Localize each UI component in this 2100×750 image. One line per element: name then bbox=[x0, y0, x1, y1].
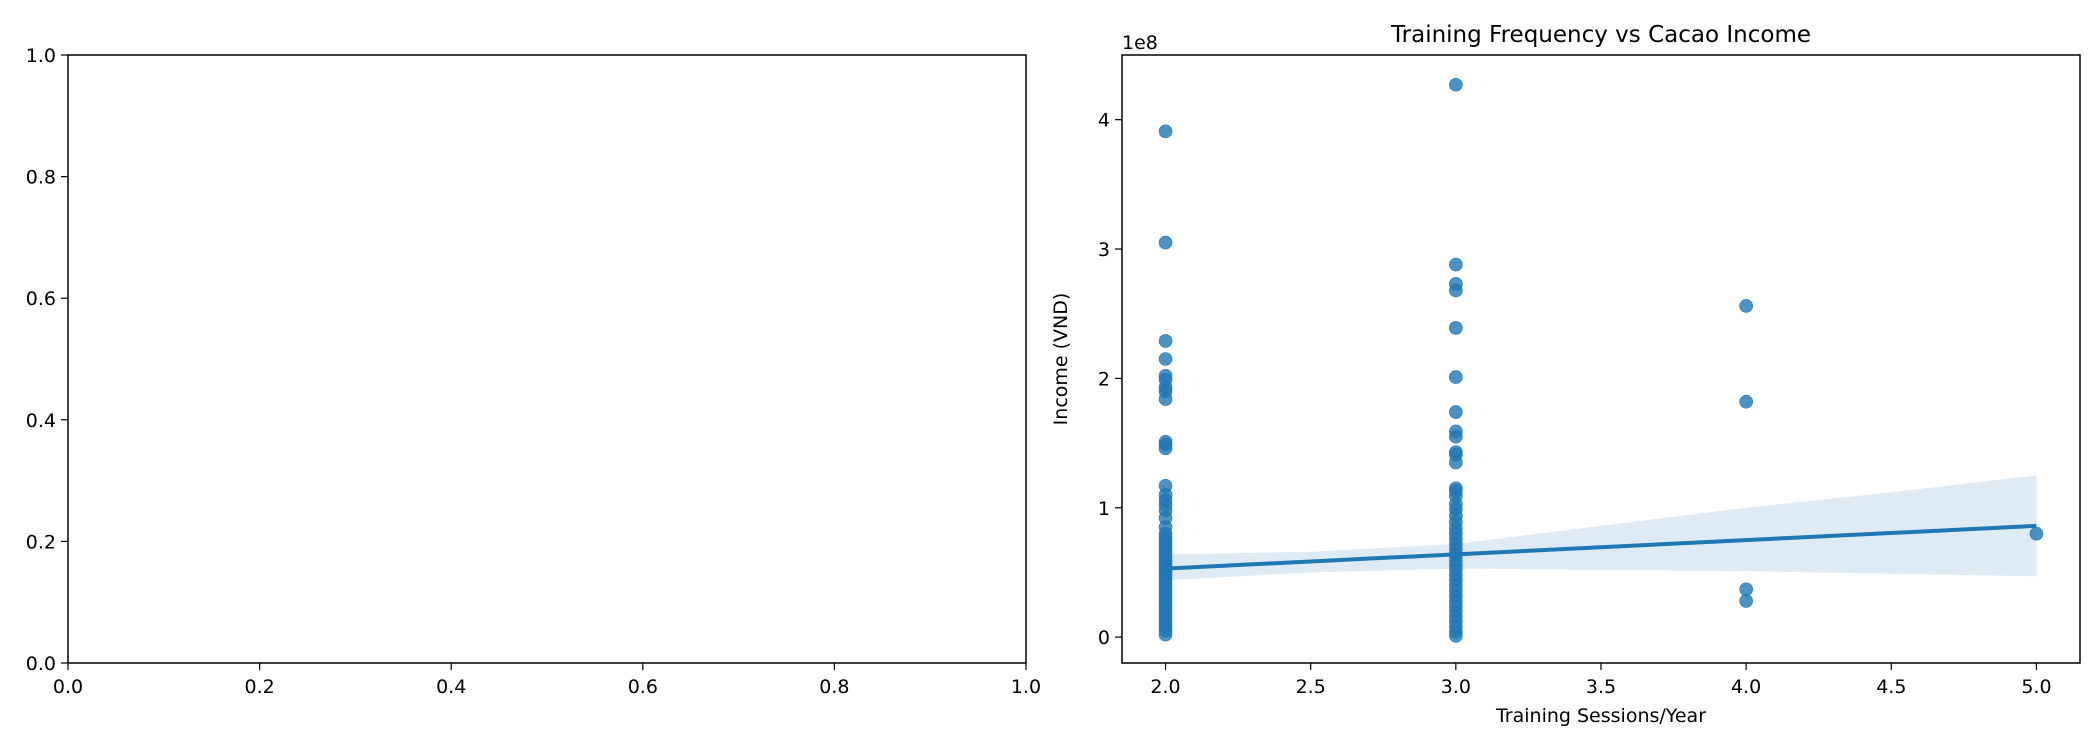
left-axes-x-tick-label: 0.4 bbox=[436, 676, 466, 698]
right-axes-frame bbox=[1121, 54, 2081, 664]
left-axes-ticks: 0.0 0.2 0.4 0.6 0.8 1.0 0.0 0.2 0.4 0.6 0.8 1.0 bbox=[26, 45, 1041, 698]
scatter-point bbox=[1158, 352, 1173, 366]
scatter-point bbox=[1739, 594, 1753, 608]
left-axes-y-tick-label: 0.6 bbox=[26, 288, 56, 310]
y-offset-label: 1e8 bbox=[1122, 32, 1158, 54]
regression-ci-band bbox=[1165, 475, 2037, 581]
scatter-point bbox=[1449, 370, 1463, 384]
right-axes-x-tick-label: 3.0 bbox=[1441, 676, 1471, 698]
scatter-point bbox=[1449, 455, 1463, 470]
left-axes-y-tick-label: 1.0 bbox=[26, 45, 56, 67]
right-axes-y-tick-label: 0 bbox=[1098, 627, 1110, 649]
scatter-point bbox=[1449, 257, 1463, 272]
right-axes-x-tick-label: 5.0 bbox=[2021, 676, 2051, 698]
left-axes-y-tick-label: 0.2 bbox=[26, 531, 56, 553]
scatter-point bbox=[1449, 321, 1463, 335]
right-axes-y-tick-label: 1 bbox=[1098, 498, 1110, 520]
scatter-point bbox=[1158, 235, 1173, 250]
left-axes-frame bbox=[67, 54, 1027, 664]
scatter-point bbox=[1449, 405, 1463, 419]
right-axes-x-tick-label: 2.0 bbox=[1150, 676, 1180, 698]
scatter-point bbox=[1158, 124, 1173, 139]
scatter-point bbox=[1449, 77, 1463, 92]
scatter-point bbox=[2029, 526, 2044, 541]
scatter-point bbox=[1158, 392, 1173, 406]
right-axes-y-tick-label: 4 bbox=[1098, 110, 1110, 132]
regression-line-segment bbox=[1165, 523, 2037, 571]
right-axes-ticks: 2.0 2.5 3.0 3.5 4.0 4.5 5.0 0 1 2 3 4 bbox=[1098, 110, 2052, 698]
right-axes-y-tick-label: 2 bbox=[1098, 368, 1110, 390]
scatter-point bbox=[1449, 283, 1463, 298]
left-axes-x-tick-label: 0.0 bbox=[53, 676, 83, 698]
scatter-point bbox=[1449, 429, 1463, 444]
chart-title: Training Frequency vs Cacao Income bbox=[1390, 22, 1811, 48]
scatter-point bbox=[1739, 299, 1753, 313]
scatter-point bbox=[1158, 334, 1173, 348]
regression-line bbox=[1165, 523, 2037, 571]
scatter-point bbox=[1158, 441, 1173, 456]
left-axes-x-tick-label: 0.6 bbox=[628, 676, 658, 698]
right-axes-x-tick-label: 4.5 bbox=[1876, 676, 1906, 698]
right-axes: Training Frequency vs Cacao Income 1e8 2… bbox=[1050, 22, 2081, 727]
right-axes-x-tick-label: 3.5 bbox=[1586, 676, 1616, 698]
ci-band bbox=[1165, 475, 2037, 581]
right-axes-x-tick-label: 2.5 bbox=[1296, 676, 1326, 698]
y-axis-label: Income (VND) bbox=[1050, 293, 1072, 426]
right-axes-y-tick-label: 3 bbox=[1098, 239, 1110, 261]
left-axes-y-tick-label: 0.8 bbox=[26, 167, 56, 189]
right-axes-x-tick-label: 4.0 bbox=[1731, 676, 1761, 698]
scatter-point bbox=[1739, 582, 1753, 597]
left-axes-y-tick-label: 0.4 bbox=[26, 410, 56, 432]
left-axes: 0.0 0.2 0.4 0.6 0.8 1.0 0.0 0.2 0.4 0.6 0.8 1.0 bbox=[26, 45, 1041, 698]
scatter-points bbox=[1158, 77, 2044, 643]
left-axes-x-tick-label: 1.0 bbox=[1011, 676, 1041, 698]
left-axes-y-tick-label: 0.0 bbox=[26, 653, 56, 675]
left-axes-x-tick-label: 0.2 bbox=[244, 676, 274, 698]
scatter-point bbox=[1449, 629, 1463, 643]
scatter-point bbox=[1739, 394, 1753, 409]
x-axis-label: Training Sessions/Year bbox=[1495, 705, 1706, 727]
left-axes-x-tick-label: 0.8 bbox=[819, 676, 849, 698]
scatter-point bbox=[1158, 627, 1173, 642]
